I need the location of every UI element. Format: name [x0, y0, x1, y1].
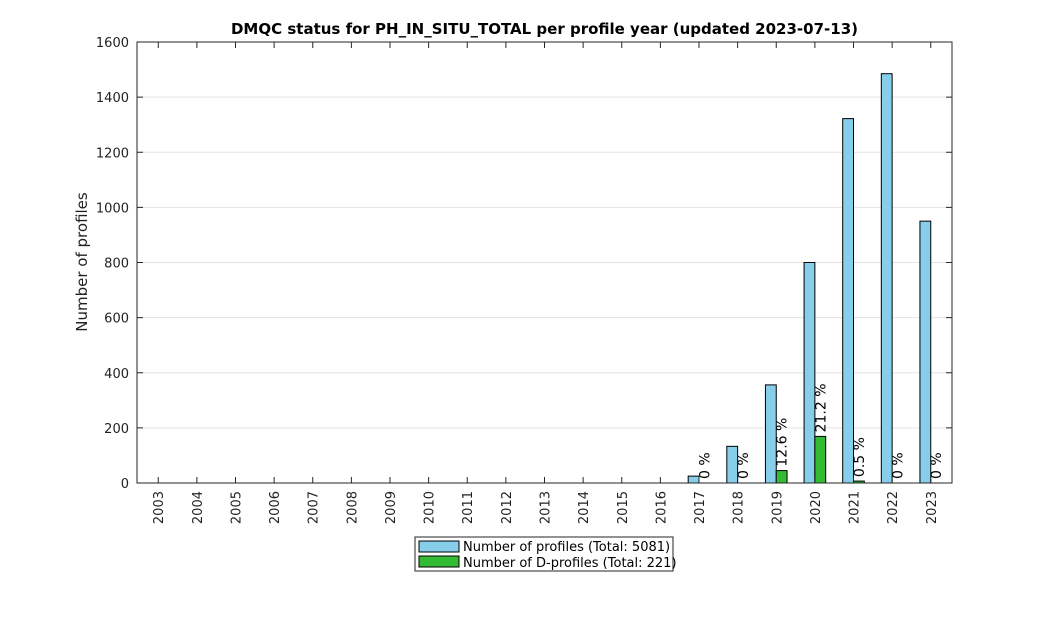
- x-tick-label: 2005: [229, 491, 244, 524]
- y-tick-label: 0: [121, 477, 129, 492]
- x-tick-label: 2008: [345, 491, 360, 524]
- y-tick-label: 800: [104, 257, 129, 272]
- bar-profiles: [919, 220, 932, 484]
- x-tick-label: 2004: [191, 491, 206, 524]
- percent-label: 0.5 %: [852, 437, 868, 477]
- grid-lines: [137, 96, 952, 429]
- bar-profiles: [842, 118, 855, 484]
- percent-labels: 0 % 0 % 12.6 % 21.2 % 0.5 % 0 % 0 %: [697, 383, 945, 479]
- axes-group: 0 200 400 600 800 1000 1200 1400 1600 2003 2004 200…: [96, 36, 952, 524]
- legend-label-profiles: Number of profiles (Total: 5081): [463, 540, 670, 555]
- x-tick-label: 2013: [539, 491, 554, 524]
- bar-profiles: [880, 73, 893, 484]
- x-tick-label: 2006: [268, 491, 283, 524]
- y-axis-label: Number of profiles: [73, 192, 91, 332]
- chart-title: DMQC status for PH_IN_SITU_TOTAL per pro…: [231, 20, 858, 38]
- x-tick-label: 2007: [307, 491, 322, 524]
- x-tick-label: 2022: [886, 491, 901, 524]
- bar-d-profiles: [775, 470, 788, 484]
- x-tick-label: 2003: [152, 491, 167, 524]
- x-tick-label: 2021: [848, 491, 863, 524]
- y-tick-label: 1200: [96, 146, 129, 161]
- x-tick-label: 2019: [770, 491, 785, 524]
- legend: Number of profiles (Total: 5081) Number …: [414, 536, 677, 572]
- x-tick-label: 2017: [693, 491, 708, 524]
- x-tick-label: 2023: [925, 491, 940, 524]
- y-tick-label: 1600: [96, 36, 129, 51]
- percent-label: 12.6 %: [775, 418, 791, 467]
- x-tick-label: 2014: [577, 491, 592, 524]
- x-tick-label: 2020: [809, 491, 824, 524]
- bar-profiles: [803, 262, 816, 484]
- percent-label: 21.2 %: [813, 383, 829, 432]
- legend-swatch-profiles: [418, 540, 460, 553]
- percent-label: 0 %: [697, 452, 713, 479]
- y-tick-label: 400: [104, 367, 129, 382]
- x-tick-label: 2011: [461, 491, 476, 524]
- y-tick-label: 1000: [96, 201, 129, 216]
- y-tick-label: 600: [104, 312, 129, 327]
- legend-label-d-profiles: Number of D-profiles (Total: 221): [463, 556, 677, 571]
- legend-swatch-d-profiles: [418, 555, 460, 568]
- x-tick-label: 2018: [732, 491, 747, 524]
- bar-d-profiles: [814, 435, 827, 484]
- bars-group: [687, 73, 932, 484]
- x-tick-label: 2009: [384, 491, 399, 524]
- x-tick-label: 2015: [616, 491, 631, 524]
- y-tick-label: 200: [104, 422, 129, 437]
- x-tick-label: 2012: [500, 491, 515, 524]
- percent-label: 0 %: [891, 452, 907, 479]
- y-tick-label: 1400: [96, 91, 129, 106]
- x-tick-label: 2010: [423, 491, 438, 524]
- x-tick-label: 2016: [654, 491, 669, 524]
- percent-label: 0 %: [736, 452, 752, 479]
- percent-label: 0 %: [929, 452, 945, 479]
